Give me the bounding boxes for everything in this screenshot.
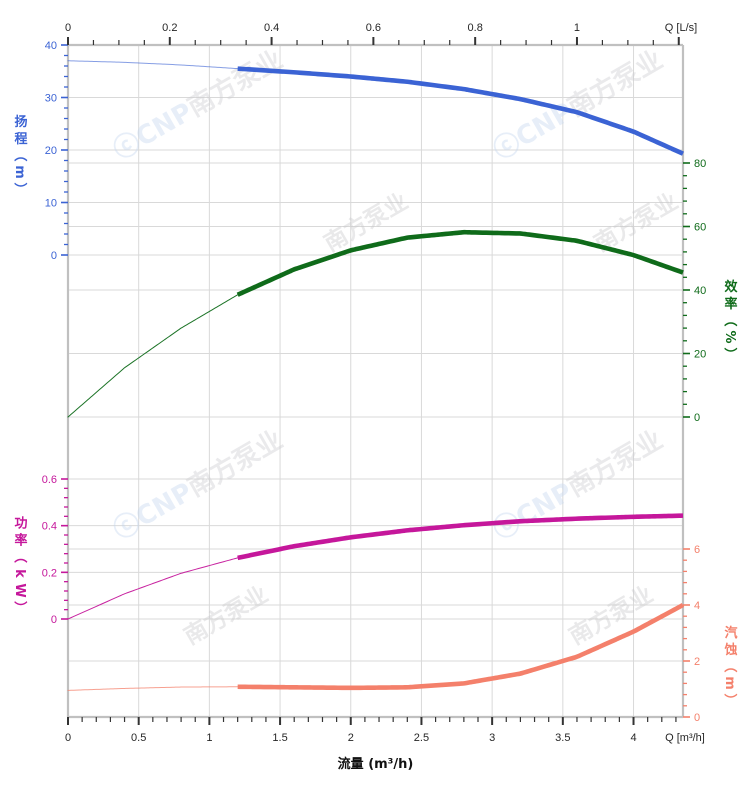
axis-tick-label: 20 — [45, 145, 57, 157]
watermark: 南方泵业 — [180, 581, 273, 650]
curve-efficiency — [67, 229, 684, 418]
axis-title-char: 蚀 — [723, 642, 737, 658]
curve-power-thick — [237, 513, 684, 561]
x-axis-unit-label-top: Q [L/s] — [665, 22, 697, 34]
axis-title-char: （ — [722, 659, 738, 672]
axis-tick-label: 10 — [45, 198, 57, 210]
axis-tick-label: 0.6 — [42, 474, 57, 486]
x-axis-unit-label-bottom: Q [m³/h] — [665, 732, 705, 744]
x-axis-tick-label: 2.5 — [414, 732, 429, 744]
axis-title-char: 率 — [14, 533, 27, 549]
curve-head — [67, 60, 684, 156]
x-axis-tick-label-top: 0.2 — [162, 22, 177, 34]
axis-title-char: （ — [12, 550, 28, 563]
curve-efficiency-thin — [67, 294, 239, 418]
x-axis-tick-label: 1 — [206, 732, 212, 744]
watermark: ⓒCNP南方泵业 — [488, 424, 668, 546]
x-axis-tick-label-top: 1 — [574, 22, 580, 34]
watermark: ⓒCNP南方泵业 — [488, 44, 668, 166]
axis-title-power: 功率（ kW ） — [12, 517, 28, 615]
axis-title-efficiency: 效率（% ） — [722, 279, 738, 361]
x-axis-title: 流量 (m³/h) — [338, 756, 414, 772]
curve-npsh-thin — [67, 686, 239, 691]
axis-title-npsh: 汽蚀（ m ） — [722, 625, 738, 707]
axis-title-char: 功 — [14, 517, 27, 532]
curves-layer — [67, 60, 685, 691]
x-axis-tick-label: 2 — [348, 732, 354, 744]
axis-tick-label: 0 — [694, 412, 700, 424]
axis-title-char: ） — [722, 693, 738, 706]
axis-tick-label: 2 — [694, 656, 700, 668]
axis-frame — [66, 43, 685, 719]
axis-tick-label: 40 — [694, 285, 706, 297]
axis-title-char: ） — [722, 347, 738, 360]
axis-tick-label: 0 — [51, 614, 57, 626]
x-axis-tick-label: 0 — [65, 732, 71, 744]
x-axis-tick-label: 0.5 — [131, 732, 146, 744]
axis-tick-label: 0.4 — [42, 521, 57, 533]
axis-tick-label: 80 — [694, 158, 706, 170]
axis-tick-label: 4 — [694, 600, 700, 612]
x-axis-tick-label: 1.5 — [272, 732, 287, 744]
axis-title-char: 扬 — [14, 114, 27, 130]
watermark-text: 南方泵业 — [180, 581, 273, 650]
axis-titles: 扬程（m）效率（%）功率（kW）汽蚀（m） — [12, 114, 738, 707]
axis-title-char: m — [722, 676, 737, 690]
curve-head-thick — [237, 66, 684, 156]
axis-title-char: ） — [12, 182, 28, 195]
axis-tick-label: 0 — [51, 250, 57, 262]
watermark-text: ⓒCNP南方泵业 — [488, 424, 668, 546]
x-axis-tick-label-top: 0.6 — [366, 22, 381, 34]
axis-title-char: 效 — [724, 279, 738, 295]
axis-title-char: ） — [12, 601, 28, 614]
curve-head-thin — [67, 60, 239, 70]
axis-tick-label: 40 — [45, 40, 57, 52]
curve-power-thin — [67, 557, 239, 620]
watermark: ⓒCNP南方泵业 — [108, 424, 288, 546]
axis-title-char: 率 — [724, 296, 737, 312]
x-axis-tick-label-top: 0.4 — [264, 22, 279, 34]
x-axis-tick-label: 3.5 — [555, 732, 570, 744]
axis-title-head: 扬程（ m ） — [12, 114, 28, 196]
curve-efficiency-thick — [236, 229, 684, 297]
axis-tick-label: 60 — [694, 222, 706, 234]
axis-tick-label: 20 — [694, 349, 706, 361]
curve-npsh — [67, 602, 685, 691]
axis-tick-label: 30 — [45, 93, 57, 105]
axis-title-char: 程 — [14, 132, 27, 147]
watermark-text: ⓒCNP南方泵业 — [488, 44, 668, 166]
curve-power — [67, 513, 684, 620]
axis-title-char: W — [12, 583, 27, 597]
axis-tick-label: 0 — [694, 712, 700, 724]
x-axis-tick-label: 4 — [630, 732, 636, 744]
watermark-text: ⓒCNP南方泵业 — [108, 424, 288, 546]
axis-title-char: m — [12, 165, 27, 179]
axis-tick-label: 0.2 — [42, 567, 57, 579]
axis-title-char: （ — [12, 148, 28, 161]
axis-title-char: 汽 — [724, 625, 737, 641]
axis-tick-label: 6 — [694, 544, 700, 556]
x-axis-tick-label-top: 0 — [65, 22, 71, 34]
axis-title-char: （ — [722, 313, 738, 326]
axis-title-char: % — [722, 330, 737, 343]
axis-title-char: k — [12, 569, 27, 578]
x-axis-tick-label: 3 — [489, 732, 495, 744]
curve-npsh-thick — [237, 602, 685, 691]
x-axis-tick-label-top: 0.8 — [468, 22, 483, 34]
